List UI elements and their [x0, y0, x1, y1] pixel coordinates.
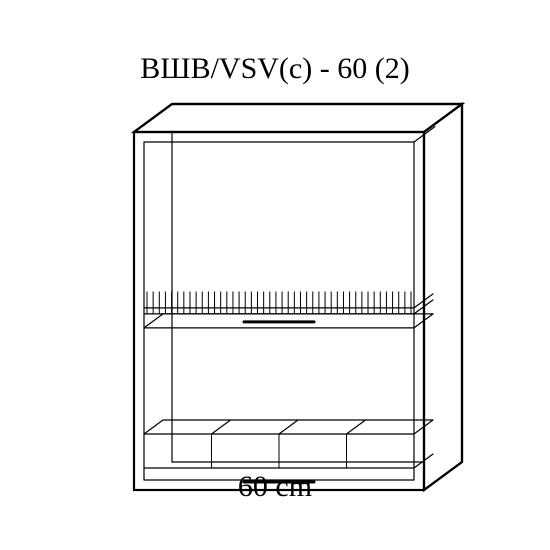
cabinet-drawing — [130, 100, 466, 494]
width-dimension-label: 60 cm — [0, 470, 550, 504]
diagram-page: BШB/VSV(c) - 60 (2) 60 cm — [0, 0, 550, 550]
product-code-title: BШB/VSV(c) - 60 (2) — [0, 52, 550, 86]
